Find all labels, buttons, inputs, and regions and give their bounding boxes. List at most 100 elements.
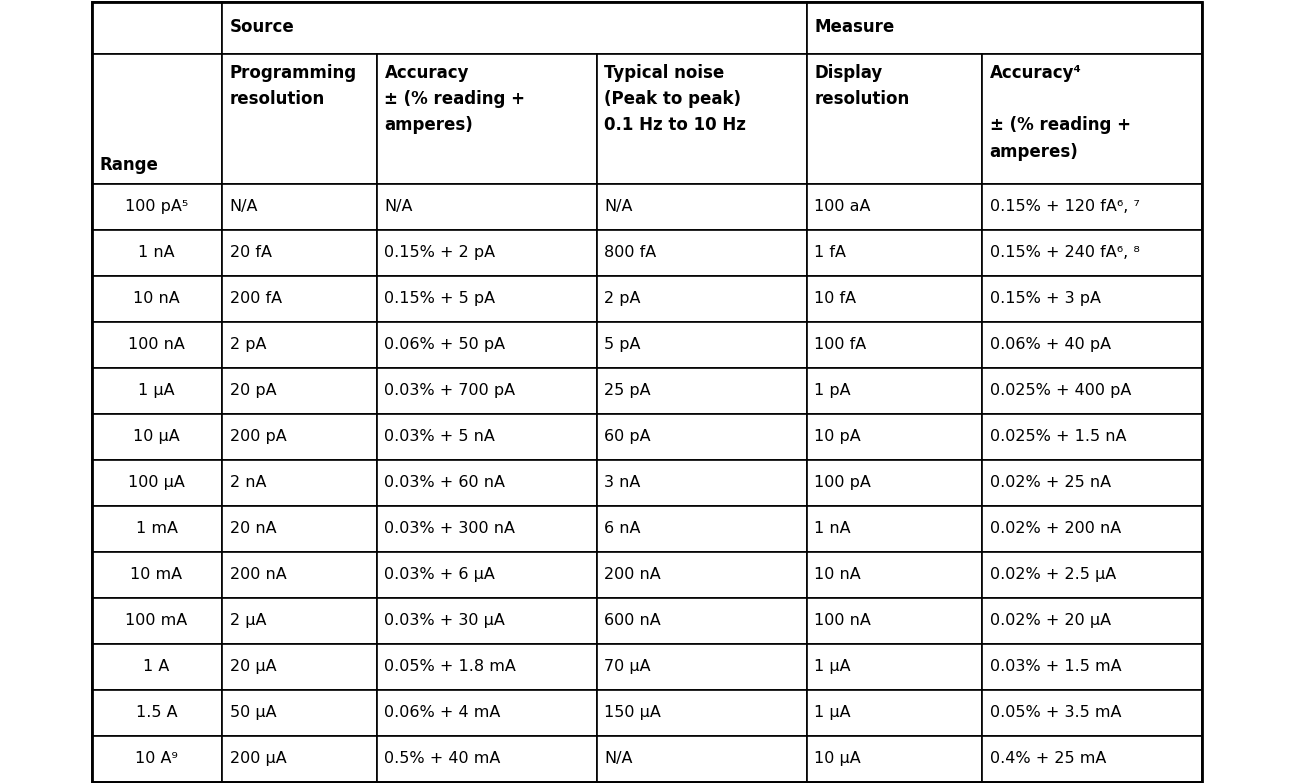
Bar: [92, 229, 221, 276]
Text: 10 pA: 10 pA: [815, 429, 861, 444]
Bar: [981, 53, 1201, 183]
Text: 2 pA: 2 pA: [605, 291, 641, 306]
Bar: [807, 551, 981, 597]
Text: 0.025% + 1.5 nA: 0.025% + 1.5 nA: [989, 429, 1126, 444]
Text: 2 nA: 2 nA: [229, 475, 266, 490]
Text: 25 pA: 25 pA: [605, 383, 652, 398]
Text: 100 aA: 100 aA: [815, 199, 871, 214]
Text: 6 nA: 6 nA: [605, 521, 641, 536]
Bar: [92, 2, 1201, 781]
Text: 0.15% + 5 pA: 0.15% + 5 pA: [384, 291, 495, 306]
Bar: [981, 597, 1201, 644]
Text: 0.15% + 2 pA: 0.15% + 2 pA: [384, 245, 495, 260]
Bar: [807, 53, 981, 183]
Text: 0.03% + 1.5 mA: 0.03% + 1.5 mA: [989, 659, 1121, 674]
Text: Accuracy
± (% reading +
amperes): Accuracy ± (% reading + amperes): [384, 63, 525, 135]
Text: 1 fA: 1 fA: [815, 245, 847, 260]
Bar: [92, 367, 221, 413]
Bar: [807, 183, 981, 229]
Bar: [92, 551, 221, 597]
Text: Source: Source: [229, 19, 295, 37]
Bar: [596, 276, 807, 322]
Bar: [376, 460, 596, 506]
Text: 0.06% + 50 pA: 0.06% + 50 pA: [384, 337, 506, 352]
Bar: [376, 690, 596, 735]
Text: 0.06% + 40 pA: 0.06% + 40 pA: [989, 337, 1111, 352]
Bar: [807, 2, 1201, 53]
Text: 100 pA⁵: 100 pA⁵: [125, 199, 187, 214]
Bar: [92, 690, 221, 735]
Bar: [92, 276, 221, 322]
Text: Measure: Measure: [815, 19, 895, 37]
Text: Accuracy⁴

± (% reading +
amperes): Accuracy⁴ ± (% reading + amperes): [989, 63, 1130, 161]
Bar: [221, 644, 376, 690]
Text: N/A: N/A: [605, 751, 634, 766]
Text: Display
resolution: Display resolution: [815, 63, 910, 108]
Text: 200 nA: 200 nA: [605, 567, 661, 582]
Text: 0.03% + 5 nA: 0.03% + 5 nA: [384, 429, 495, 444]
Bar: [596, 506, 807, 551]
Bar: [92, 735, 221, 781]
Bar: [596, 183, 807, 229]
Bar: [596, 735, 807, 781]
Bar: [92, 2, 221, 53]
Text: 2 μA: 2 μA: [229, 613, 266, 628]
Bar: [92, 597, 221, 644]
Text: 0.15% + 240 fA⁶, ⁸: 0.15% + 240 fA⁶, ⁸: [989, 245, 1139, 260]
Text: 10 mA: 10 mA: [131, 567, 182, 582]
Bar: [376, 322, 596, 367]
Bar: [376, 53, 596, 183]
Bar: [376, 276, 596, 322]
Text: Programming
resolution: Programming resolution: [229, 63, 357, 108]
Text: 70 μA: 70 μA: [605, 659, 652, 674]
Text: 1 nA: 1 nA: [138, 245, 175, 260]
Text: 0.03% + 30 μA: 0.03% + 30 μA: [384, 613, 506, 628]
Bar: [596, 53, 807, 183]
Text: 0.05% + 1.8 mA: 0.05% + 1.8 mA: [384, 659, 516, 674]
Text: 0.02% + 25 nA: 0.02% + 25 nA: [989, 475, 1111, 490]
Bar: [807, 735, 981, 781]
Text: 0.4% + 25 mA: 0.4% + 25 mA: [989, 751, 1106, 766]
Text: 50 μA: 50 μA: [229, 705, 277, 720]
Bar: [221, 551, 376, 597]
Text: 20 fA: 20 fA: [229, 245, 272, 260]
Text: 200 pA: 200 pA: [229, 429, 286, 444]
Text: 100 nA: 100 nA: [128, 337, 185, 352]
Bar: [807, 644, 981, 690]
Text: 0.02% + 2.5 μA: 0.02% + 2.5 μA: [989, 567, 1116, 582]
Bar: [981, 644, 1201, 690]
Text: 200 nA: 200 nA: [229, 567, 286, 582]
Bar: [807, 690, 981, 735]
Text: 200 μA: 200 μA: [229, 751, 286, 766]
Text: 150 μA: 150 μA: [605, 705, 662, 720]
Bar: [981, 690, 1201, 735]
Text: 0.03% + 6 μA: 0.03% + 6 μA: [384, 567, 495, 582]
Bar: [807, 460, 981, 506]
Bar: [981, 276, 1201, 322]
Bar: [92, 183, 221, 229]
Bar: [92, 53, 221, 183]
Text: 1.5 A: 1.5 A: [136, 705, 177, 720]
Bar: [596, 597, 807, 644]
Text: 10 μA: 10 μA: [815, 751, 861, 766]
Bar: [221, 276, 376, 322]
Bar: [981, 183, 1201, 229]
Text: 5 pA: 5 pA: [605, 337, 641, 352]
Text: 100 μA: 100 μA: [128, 475, 185, 490]
Text: 20 nA: 20 nA: [229, 521, 277, 536]
Bar: [376, 644, 596, 690]
Text: N/A: N/A: [605, 199, 634, 214]
Text: N/A: N/A: [229, 199, 259, 214]
Bar: [221, 367, 376, 413]
Text: 10 nA: 10 nA: [815, 567, 861, 582]
Bar: [596, 322, 807, 367]
Bar: [596, 413, 807, 460]
Bar: [807, 506, 981, 551]
Bar: [376, 597, 596, 644]
Bar: [221, 229, 376, 276]
Text: 1 pA: 1 pA: [815, 383, 851, 398]
Bar: [221, 460, 376, 506]
Text: 0.03% + 60 nA: 0.03% + 60 nA: [384, 475, 506, 490]
Bar: [981, 506, 1201, 551]
Bar: [981, 460, 1201, 506]
